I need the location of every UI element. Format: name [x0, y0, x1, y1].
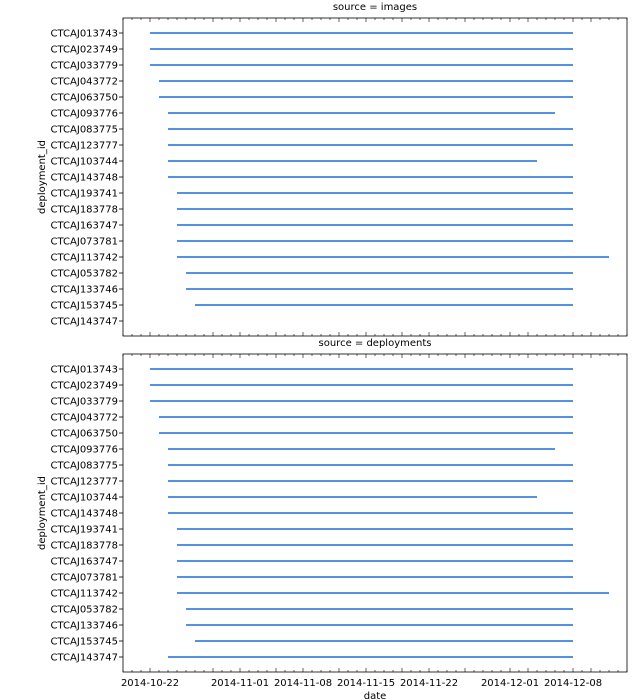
y-tick-label: CTCAJ153745 — [51, 637, 118, 648]
y-tick-label: CTCAJ033779 — [51, 397, 118, 408]
y-tick-label: CTCAJ023749 — [51, 45, 118, 56]
x-tick-label: 2014-11-15 — [337, 678, 395, 689]
y-ticks: CTCAJ013743 CTCAJ023749 CTCAJ033779 CTCAJ04… — [51, 29, 123, 328]
y-tick-label: CTCAJ143748 — [51, 509, 118, 520]
panel-deployments: source = deployments deployment_id CTCAJ… — [37, 338, 628, 689]
x-tick-label: 2014-11-22 — [400, 678, 458, 689]
x-tick-label: 2014-12-08 — [544, 678, 602, 689]
y-tick-label: CTCAJ033779 — [51, 61, 118, 72]
y-tick-label: CTCAJ013743 — [51, 365, 118, 376]
y-tick-label: CTCAJ113742 — [51, 253, 118, 264]
y-tick-label: CTCAJ123777 — [51, 477, 118, 488]
y-tick-label: CTCAJ013743 — [51, 29, 118, 40]
y-tick-label: CTCAJ103744 — [51, 157, 118, 168]
panel-images: source = images deployment_id CTCAJ01374… — [37, 2, 628, 337]
y-tick-label: CTCAJ193741 — [51, 525, 118, 536]
y-tick-label: CTCAJ043772 — [51, 77, 118, 88]
y-tick-label: CTCAJ153745 — [51, 301, 118, 312]
x-axis-label: date — [364, 691, 387, 700]
y-tick-label: CTCAJ093776 — [51, 445, 118, 456]
y-axis-label: deployment_id — [37, 476, 48, 550]
y-tick-label: CTCAJ113742 — [51, 589, 118, 600]
y-tick-label: CTCAJ093776 — [51, 109, 118, 120]
y-tick-label: CTCAJ133746 — [51, 285, 118, 296]
x-tick-label: 2014-11-01 — [211, 678, 269, 689]
y-tick-label: CTCAJ103744 — [51, 493, 118, 504]
y-tick-label: CTCAJ053782 — [51, 269, 118, 280]
y-ticks: CTCAJ013743 CTCAJ023749 CTCAJ033779 CTCAJ04… — [51, 365, 123, 664]
y-tick-label: CTCAJ143747 — [51, 317, 118, 328]
x-ticks — [122, 18, 628, 336]
y-tick-label: CTCAJ083775 — [51, 125, 118, 136]
y-tick-label: CTCAJ163747 — [51, 221, 118, 232]
y-tick-label: CTCAJ063750 — [51, 429, 118, 440]
y-tick-label: CTCAJ163747 — [51, 557, 118, 568]
y-tick-label: CTCAJ053782 — [51, 605, 118, 616]
y-tick-label: CTCAJ073781 — [51, 237, 118, 248]
y-tick-label: CTCAJ133746 — [51, 621, 118, 632]
y-tick-label: CTCAJ123777 — [51, 141, 118, 152]
x-ticks: 2014-10-22 2014-11-01 2014-11-08 2014-11-15… — [121, 354, 628, 689]
panel-title: source = images — [333, 2, 417, 13]
y-tick-label: CTCAJ143747 — [51, 653, 118, 664]
series-lines — [150, 32, 609, 306]
y-tick-label: CTCAJ083775 — [51, 461, 118, 472]
y-tick-label: CTCAJ063750 — [51, 93, 118, 104]
y-tick-label: CTCAJ183778 — [51, 205, 118, 216]
y-tick-label: CTCAJ193741 — [51, 189, 118, 200]
y-tick-label: CTCAJ143748 — [51, 173, 118, 184]
y-tick-label: CTCAJ043772 — [51, 413, 118, 424]
panel-title: source = deployments — [319, 338, 432, 349]
y-tick-label: CTCAJ183778 — [51, 541, 118, 552]
x-tick-label: 2014-10-22 — [121, 678, 179, 689]
y-tick-label: CTCAJ073781 — [51, 573, 118, 584]
series-lines — [150, 368, 609, 658]
y-tick-label: CTCAJ023749 — [51, 381, 118, 392]
x-tick-label: 2014-12-01 — [481, 678, 539, 689]
x-tick-label: 2014-11-08 — [274, 678, 332, 689]
y-axis-label: deployment_id — [37, 140, 48, 214]
